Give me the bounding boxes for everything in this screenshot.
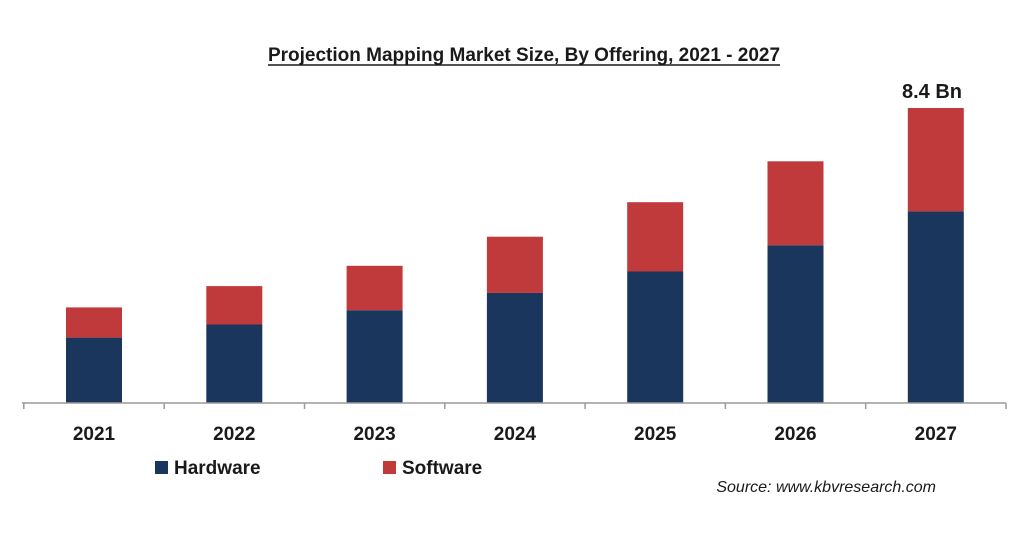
bar-hardware-2023 xyxy=(346,310,403,403)
bar-hardware-2026 xyxy=(767,245,824,403)
bar-hardware-2024 xyxy=(486,292,543,403)
source-note: Source: www.kbvresearch.com xyxy=(716,479,936,496)
bar-software-2025 xyxy=(627,202,684,272)
legend-swatch xyxy=(383,461,396,474)
bar-hardware-2027 xyxy=(907,211,964,403)
x-tick-labels: 2021 2022 2023 2024 2025 2026 2027 xyxy=(73,424,957,445)
legend-item-software: Software xyxy=(383,458,482,479)
legend-label: Hardware xyxy=(174,458,261,479)
legend-swatch xyxy=(155,461,168,474)
bar-software-2021 xyxy=(66,307,122,338)
bars-layer xyxy=(66,108,964,403)
x-tick-label: 2026 xyxy=(774,424,816,445)
bar-software-2024 xyxy=(486,236,543,293)
bar-hardware-2021 xyxy=(66,337,122,403)
legend-item-hardware: Hardware xyxy=(155,458,261,479)
x-ticks xyxy=(23,403,1007,409)
x-tick-label: 2027 xyxy=(915,424,957,445)
x-tick-label: 2024 xyxy=(494,424,537,445)
bar-software-2023 xyxy=(346,265,403,311)
bar-software-2027 xyxy=(907,108,964,212)
bar-hardware-2022 xyxy=(206,324,263,403)
x-tick-label: 2022 xyxy=(213,424,255,445)
x-tick-label: 2021 xyxy=(73,424,116,445)
bar-software-2026 xyxy=(767,161,824,246)
total-annotation: 8.4 Bn xyxy=(902,81,962,103)
legend: Hardware Software xyxy=(155,458,482,479)
x-tick-label: 2025 xyxy=(634,424,677,445)
bar-software-2022 xyxy=(206,286,263,325)
x-tick-label: 2023 xyxy=(353,424,395,445)
bar-hardware-2025 xyxy=(627,271,684,403)
chart-title: Projection Mapping Market Size, By Offer… xyxy=(268,45,780,66)
legend-label: Software xyxy=(402,458,482,479)
